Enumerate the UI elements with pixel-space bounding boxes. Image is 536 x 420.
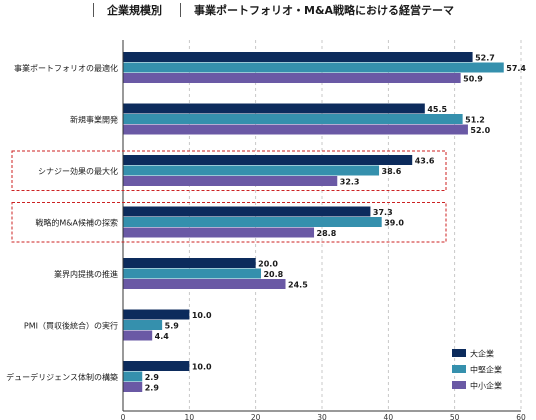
page-title: 事業ポートフォリオ・M&A戦略における経営テーマ (194, 4, 455, 17)
data-label: 20.0 (258, 260, 278, 269)
highlight-box (11, 202, 447, 243)
legend-swatch (452, 349, 466, 357)
data-label: 51.2 (465, 116, 485, 125)
bar-medium (123, 217, 382, 227)
data-label: 10.0 (192, 363, 212, 372)
header-divider (93, 3, 94, 17)
data-label: 32.3 (340, 178, 360, 187)
category-label: デューデリジェンス体制の構築 (6, 372, 118, 382)
data-label: 57.4 (506, 64, 526, 73)
category-label: PMI（買収後統合）の実行 (24, 320, 118, 330)
data-label: 28.8 (317, 229, 337, 238)
data-label: 24.5 (288, 281, 308, 290)
data-label: 10.0 (192, 311, 212, 320)
bar-large (123, 155, 413, 165)
category-label: 業界内提携の推進 (54, 269, 118, 279)
data-label: 37.3 (373, 208, 393, 217)
x-tick-label: 30 (317, 413, 327, 420)
data-label: 20.8 (263, 270, 283, 279)
bar-medium (123, 114, 463, 124)
data-label: 5.9 (165, 322, 180, 331)
legend-label: 中堅企業 (470, 365, 502, 375)
legend-swatch (452, 381, 466, 389)
bar-small (123, 227, 315, 238)
bar-small (123, 73, 461, 83)
data-label: 38.6 (382, 167, 402, 176)
x-tick-label: 10 (185, 413, 195, 420)
x-tick-label: 50 (450, 413, 460, 420)
bar-medium (123, 165, 380, 176)
bar-large (123, 206, 371, 217)
category-label: 新規事業開発 (70, 114, 118, 124)
data-label: 50.9 (463, 75, 483, 84)
data-label: 45.5 (427, 105, 447, 114)
bar-large (123, 361, 190, 371)
data-label: 43.6 (415, 157, 435, 166)
data-label: 39.0 (384, 219, 404, 228)
bar-medium (123, 268, 261, 279)
bar-small (123, 279, 286, 289)
highlight-box (11, 150, 447, 191)
x-tick-label: 40 (384, 413, 394, 420)
category-label: 事業ポートフォリオの最適化 (14, 63, 118, 73)
bar-large (123, 103, 425, 114)
x-tick-label: 0 (121, 413, 126, 420)
bar-small (123, 124, 468, 135)
data-label: 52.7 (475, 54, 495, 63)
data-label: 52.0 (470, 126, 490, 135)
x-tick-label: 20 (251, 413, 261, 420)
bar-small (123, 330, 153, 341)
bar-medium (123, 320, 163, 330)
bar-large (123, 52, 473, 62)
bar-small (123, 382, 143, 392)
legend-label: 中小企業 (470, 381, 502, 391)
legend-label: 大企業 (470, 349, 494, 359)
category-label: シナジー効果の最大化 (38, 166, 118, 176)
bar-medium (123, 62, 504, 73)
bar-small (123, 176, 338, 186)
chart-header: 企業規模別 事業ポートフォリオ・M&A戦略における経営テーマ (0, 0, 536, 22)
data-label: 2.9 (145, 373, 160, 382)
bar-large (123, 309, 190, 320)
bar-medium (123, 371, 143, 382)
data-label: 4.4 (155, 332, 170, 341)
category-label: 戦略的M&A候補の探索 (35, 217, 118, 227)
legend-swatch (452, 365, 466, 373)
data-label: 2.9 (145, 384, 160, 393)
header-divider (180, 3, 181, 17)
x-tick-label: 60 (516, 413, 526, 420)
header-segment-company-size: 企業規模別 (107, 4, 162, 17)
bar-large (123, 258, 256, 268)
